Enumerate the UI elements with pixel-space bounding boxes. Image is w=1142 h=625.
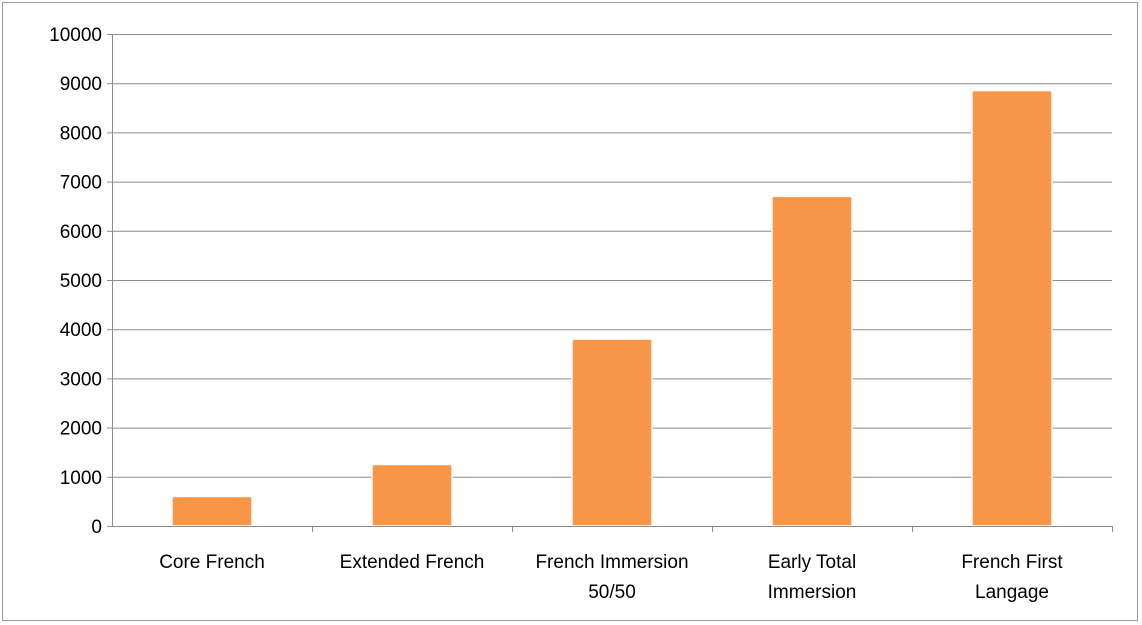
bar [571,338,653,527]
x-tick-label: Core French [159,552,265,573]
y-tick-label: 4000 [60,320,102,341]
y-tick-label: 2000 [60,419,102,440]
y-tick-label: 7000 [60,173,102,194]
y-tick-label: 1000 [60,468,102,489]
bar [971,89,1053,527]
y-tick-label: 10000 [49,25,102,46]
y-tick-labels: 0 1000 2000 3000 4000 5000 6000 7000 8000 9000 100… [49,25,102,538]
x-tick-label: Immersion [768,582,857,603]
x-tick-label: French First [961,552,1063,573]
y-tick-label: 8000 [60,123,102,144]
axes [107,34,1113,532]
y-tick-label: 0 [91,517,102,538]
y-tick-label: 5000 [60,271,102,292]
y-tick-label: 9000 [60,74,102,95]
bars [171,89,1053,527]
bar [771,195,853,527]
y-tick-label: 6000 [60,222,102,243]
x-tick-label: Early Total [768,552,856,573]
gridlines [112,34,1112,478]
x-tick-label: Extended French [340,552,485,573]
x-tick-label: Langage [975,582,1049,603]
bar [371,463,453,527]
bar [171,495,253,527]
x-tick-label: French Immersion [535,552,688,573]
x-tick-label: 50/50 [588,582,636,603]
y-tick-label: 3000 [60,369,102,390]
x-tick-labels: Core French Extended French French Immersi… [159,552,1063,603]
